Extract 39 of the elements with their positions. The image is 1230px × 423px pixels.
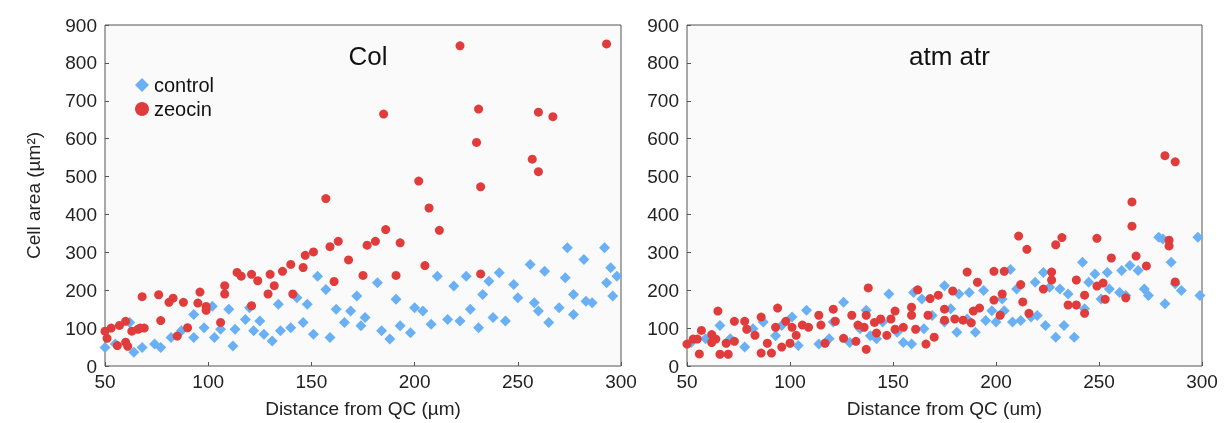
y-tick-label: 100 (65, 317, 97, 339)
legend-label: zeocin (154, 98, 212, 120)
x-tick-label: 100 (192, 371, 225, 392)
y-tick-label: 500 (647, 166, 679, 188)
x-tick-label: 150 (877, 371, 909, 392)
y-axis-title: Cell area (µm²) (23, 131, 44, 260)
y-tick-label: 400 (647, 203, 679, 225)
x-tick-label: 100 (774, 371, 806, 392)
y-tick-label: 100 (647, 317, 679, 339)
x-tick-label: 250 (501, 371, 534, 392)
y-tick-label: 0 (668, 355, 679, 377)
y-tick-label: 200 (647, 279, 679, 301)
x-tick-label: 200 (980, 371, 1012, 392)
x-tick-label: 300 (605, 371, 637, 392)
x-tick-label: 50 (676, 371, 698, 392)
text: Col (348, 41, 388, 71)
y-tick-label: 300 (647, 241, 679, 263)
x-axis-title: Distance from QC (µm) (265, 398, 461, 419)
x-tick-label: 200 (398, 371, 431, 392)
text: atm atr (909, 41, 991, 71)
y-tick-label: 700 (647, 90, 679, 112)
y-tick-label: 900 (647, 14, 679, 36)
legend-label: control (154, 74, 215, 96)
x-tick-label: 250 (1083, 371, 1115, 392)
y-tick-label: 900 (65, 14, 97, 36)
y-tick-label: 800 (65, 52, 97, 74)
y-tick-label: 400 (65, 203, 97, 225)
x-axis-title: Distance from QC (um) (846, 398, 1043, 419)
x-tick-label: 50 (94, 371, 116, 392)
y-tick-label: 700 (65, 90, 97, 112)
y-tick-label: 600 (65, 128, 97, 150)
y-tick-label: 800 (647, 52, 679, 74)
y-tick-label: 0 (86, 355, 97, 377)
x-tick-label: 300 (1186, 371, 1218, 392)
y-tick-label: 300 (65, 241, 97, 263)
x-tick-label: 150 (295, 371, 328, 392)
y-tick-label: 600 (647, 128, 679, 150)
y-tick-label: 500 (65, 166, 97, 188)
y-tick-label: 200 (65, 279, 97, 301)
